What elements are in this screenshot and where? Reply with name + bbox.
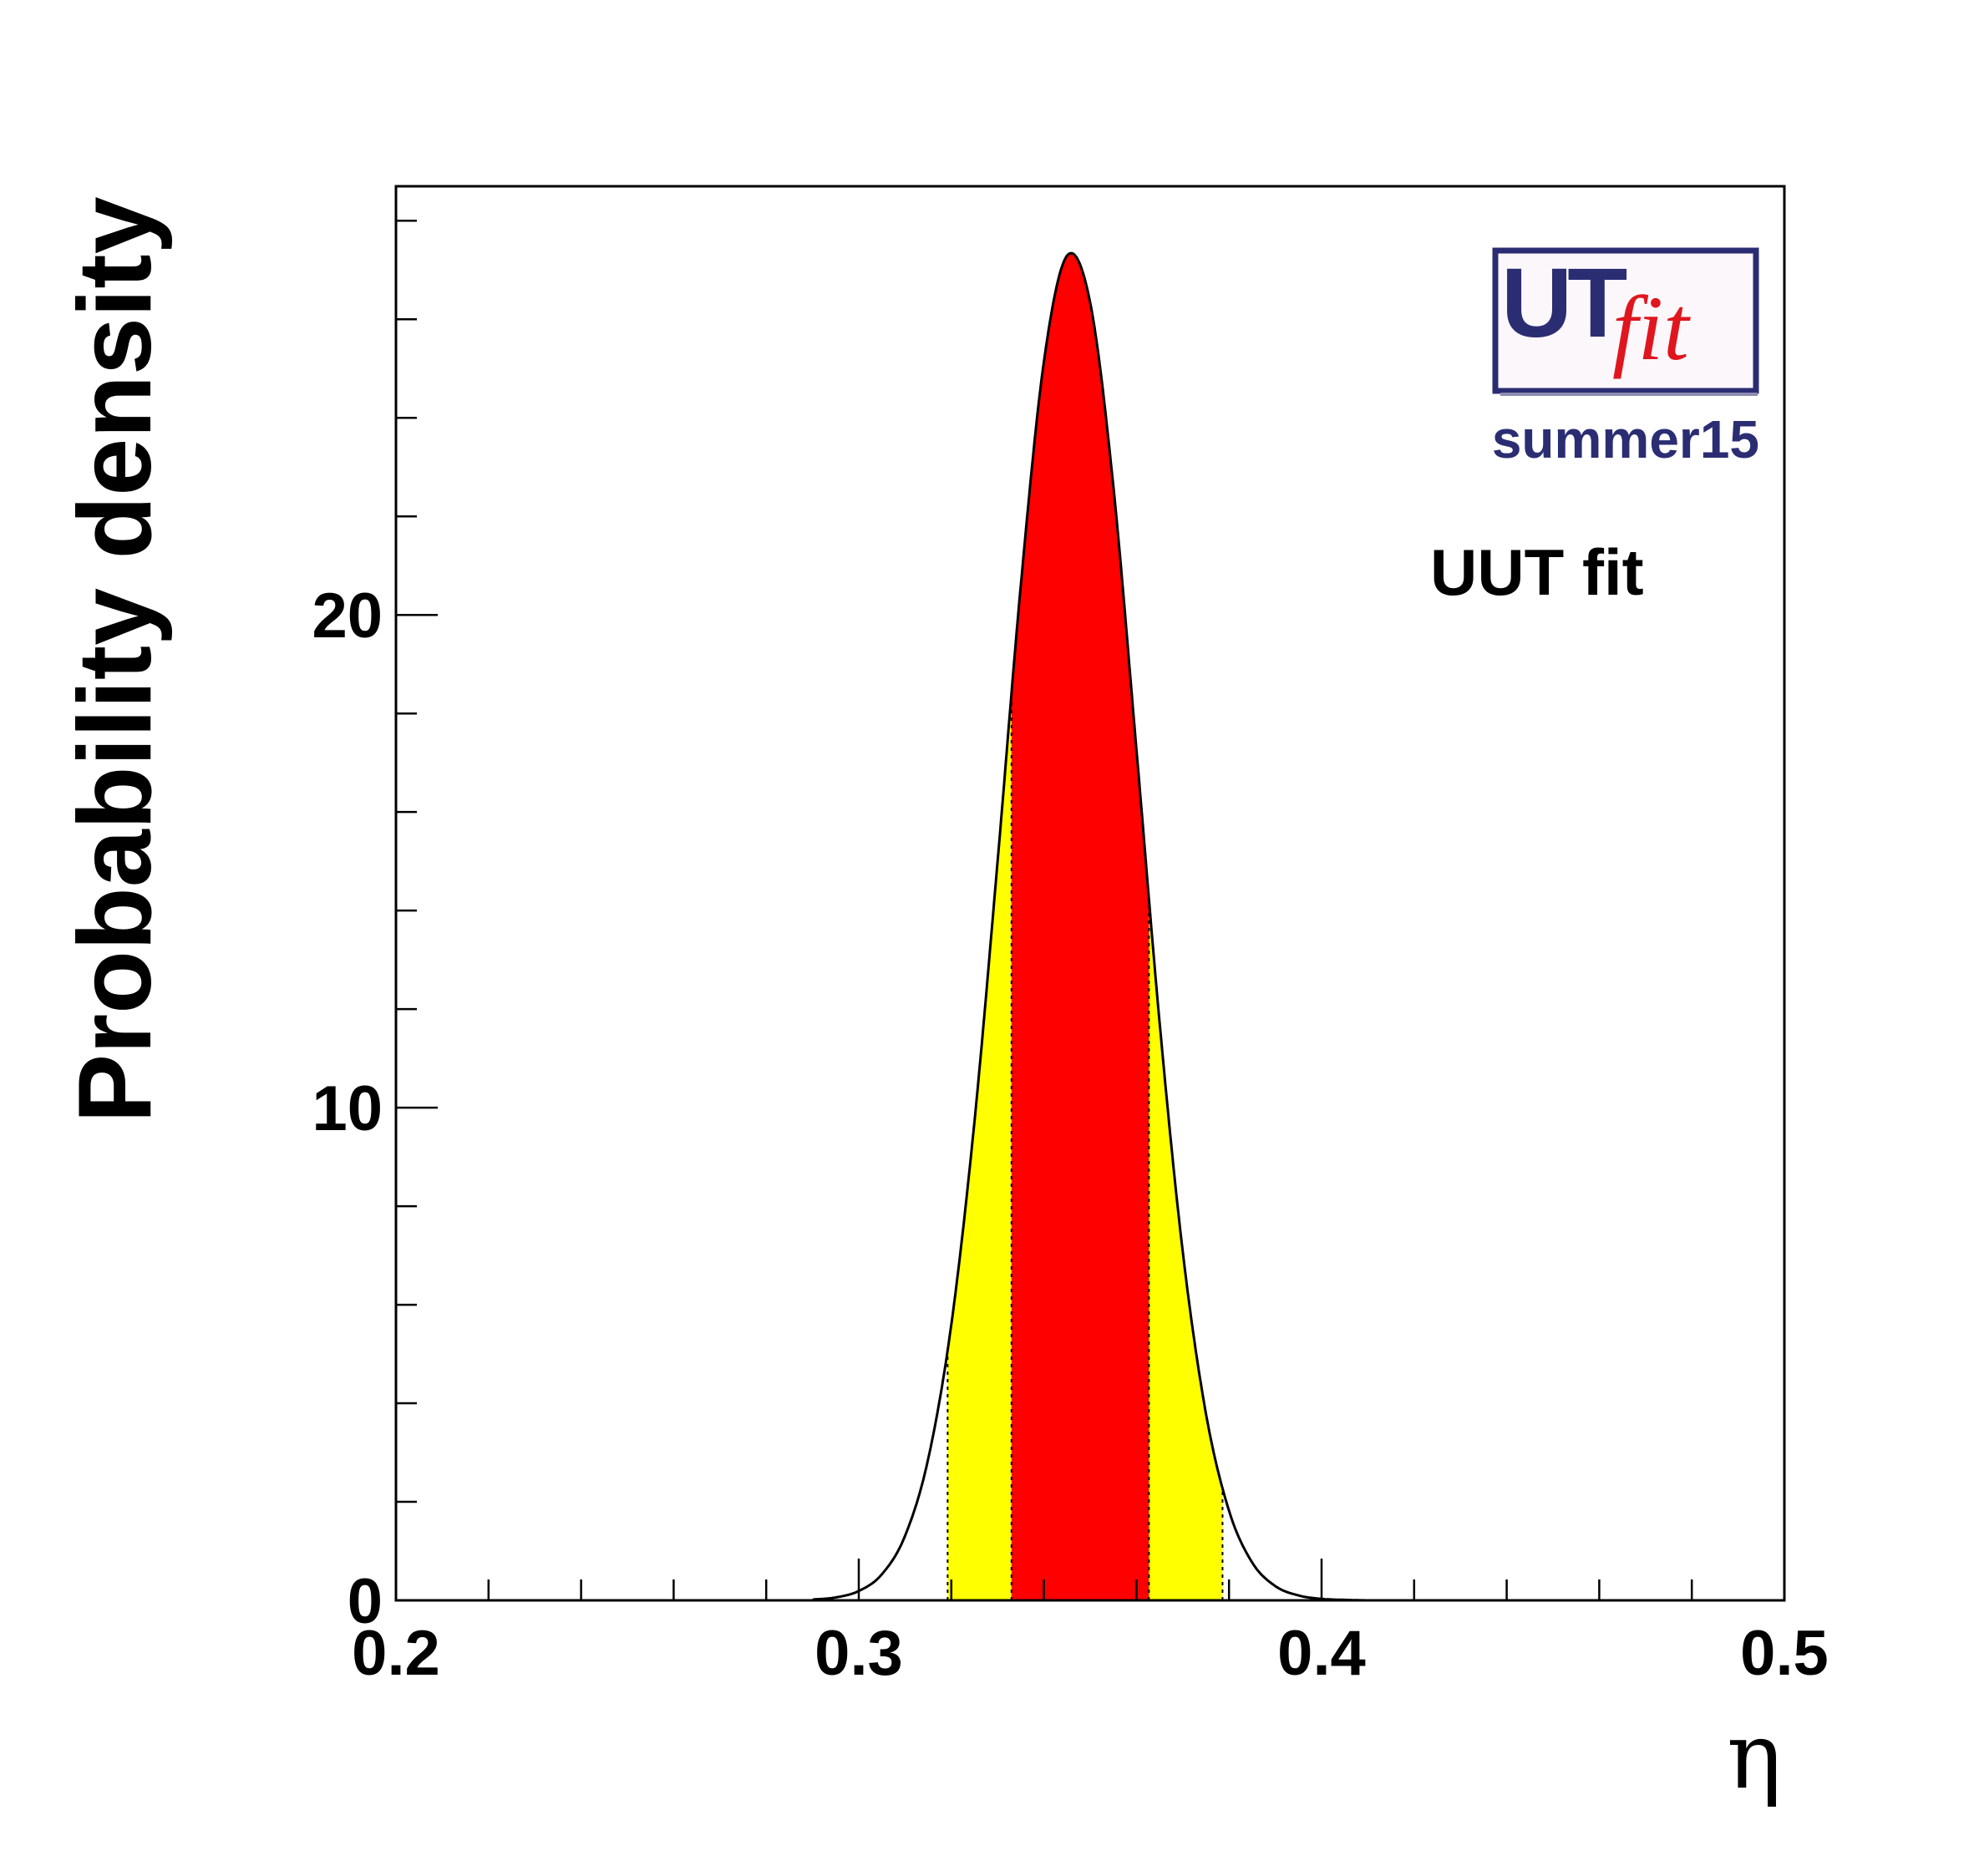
y-axis-title: Probability density [58, 196, 173, 1123]
logo-caption: summer15 [1492, 409, 1759, 469]
y-tick-label: 20 [312, 581, 383, 652]
density-curve-group [811, 251, 1368, 1602]
x-tick-label: 0.3 [814, 1618, 903, 1689]
y-tick-label: 0 [348, 1566, 383, 1637]
x-axis-title: η [1727, 1702, 1782, 1809]
x-tick-label: 0.2 [352, 1618, 440, 1689]
credible-interval-fills [946, 253, 1224, 1600]
y-tick-label: 10 [312, 1073, 383, 1144]
axis-ticks [394, 220, 1786, 1602]
plot-frame [394, 185, 1786, 1602]
x-tick-label: 0.5 [1740, 1618, 1829, 1689]
axis-tick-labels: 0.2 0.3 0.4 0.5 0 10 20 [312, 581, 1828, 1689]
x-tick-label: 0.4 [1277, 1618, 1366, 1689]
interval-fill-68pct [1011, 253, 1149, 1600]
logo-ut: UT [1501, 248, 1626, 358]
fit-label: UUT fit [1430, 535, 1644, 609]
logo-fit: fit [1612, 277, 1691, 379]
utfit-logo: UT fit [1492, 247, 1759, 396]
density-curve [811, 251, 1368, 1602]
